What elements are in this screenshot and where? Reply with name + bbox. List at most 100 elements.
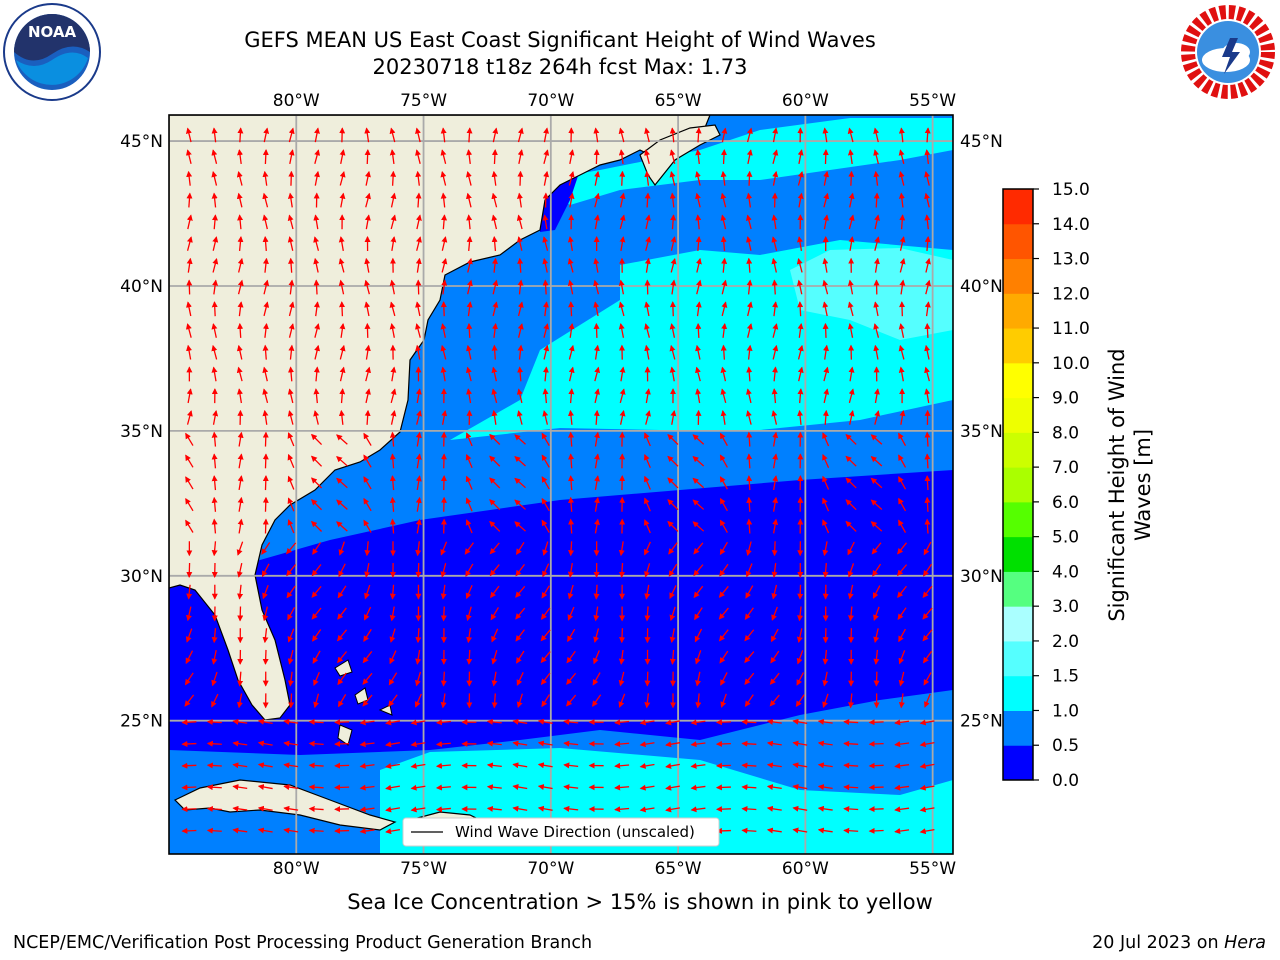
wave-arrow-150 (181, 719, 197, 726)
wave-arrow-485 (310, 477, 323, 489)
wave-arrow-687 (873, 344, 880, 360)
wave-arrow-29 (919, 828, 935, 835)
wave-arrow-479 (924, 496, 931, 512)
wave-arrow-867 (874, 214, 880, 230)
wave-arrow-238 (898, 671, 905, 687)
wave-arrow-422 (237, 518, 244, 534)
wave-arrow-938 (389, 149, 396, 165)
wave-arrow-854 (542, 214, 549, 230)
wave-arrow-891 (720, 192, 727, 208)
wave-arrow-973 (517, 127, 524, 143)
wave-arrow-180 (184, 694, 195, 707)
wave-arrow-593 (771, 410, 778, 425)
wave-arrow-220 (440, 671, 447, 687)
wave-arrow-500 (692, 477, 705, 489)
wave-arrow-27 (868, 827, 884, 834)
wave-arrow-366 (338, 563, 346, 578)
wave-arrow-342 (490, 585, 500, 599)
wave-arrow-471 (719, 497, 728, 512)
wave-arrow-693 (262, 322, 269, 338)
wave-arrow-700 (440, 323, 447, 338)
wave-arrow-391 (211, 541, 218, 557)
wave-arrow-470 (692, 499, 705, 510)
wave-arrow-611 (466, 388, 473, 404)
wave-arrow-123 (257, 740, 273, 747)
wave-arrow-762 (492, 279, 499, 295)
wave-arrow-977 (618, 127, 625, 143)
wave-arrow-820 (441, 236, 448, 251)
wave-arrow-107 (614, 762, 630, 769)
wave-arrow-173 (766, 718, 782, 725)
wave-arrow-330 (186, 584, 193, 600)
wave-arrow-397 (364, 541, 371, 557)
wave-arrow-763 (517, 279, 524, 295)
wave-arrow-748 (899, 301, 906, 317)
wave-arrow-201 (720, 693, 727, 708)
wave-arrow-641 (465, 366, 472, 382)
wave-arrow-883 (517, 192, 523, 208)
wave-arrow-169 (665, 719, 681, 726)
wave-arrow-52 (741, 805, 757, 812)
wave-arrow-632 (236, 366, 243, 382)
wave-arrow-848 (390, 214, 397, 230)
wave-arrow-141 (715, 740, 731, 747)
wave-arrow-333 (262, 584, 269, 600)
wave-arrow-375 (567, 562, 574, 578)
colorbar-tick-8: 6.0 (1052, 493, 1079, 513)
wave-arrow-404 (542, 541, 549, 556)
wave-arrow-34 (283, 805, 299, 812)
colorbar-segment-8 (1003, 467, 1033, 503)
wave-arrow-698 (389, 323, 396, 338)
wave-arrow-740 (695, 301, 702, 317)
wave-arrow-821 (466, 235, 473, 251)
wave-arrow-336 (337, 585, 347, 599)
wave-arrow-711 (721, 322, 728, 338)
wave-arrow-348 (644, 584, 651, 600)
wave-arrow-39 (410, 806, 426, 813)
wave-arrow-501 (719, 476, 728, 490)
lat-tick-right-0: 25°N (960, 712, 1003, 732)
wave-arrow-411 (719, 541, 728, 556)
wave-arrow-836 (848, 236, 855, 251)
wave-arrow-574 (287, 410, 294, 425)
wave-arrow-694 (288, 323, 295, 338)
wave-arrow-796 (593, 257, 600, 273)
wave-arrow-181 (211, 693, 219, 708)
wave-arrow-87 (868, 784, 884, 791)
wave-arrow-926 (848, 170, 855, 186)
wave-arrow-85 (817, 784, 833, 791)
wave-arrow-629 (924, 388, 931, 404)
wave-arrow-83 (766, 784, 782, 791)
wave-arrow-779 (925, 279, 931, 295)
wave-arrow-256 (593, 650, 600, 665)
wave-arrow-0 (181, 827, 197, 834)
wave-arrow-282 (491, 628, 499, 643)
wave-arrow-616 (594, 388, 601, 404)
colorbar-tick-7: 5.0 (1052, 528, 1079, 548)
wave-arrow-438 (643, 519, 651, 534)
wave-fill-1.5-2.0 (790, 248, 953, 340)
wave-arrow-948 (644, 149, 650, 164)
wave-arrow-881 (465, 192, 472, 208)
lat-tick-left-1: 30°N (120, 567, 163, 587)
wave-arrow-43 (512, 805, 528, 812)
wave-arrow-895 (823, 192, 830, 208)
wave-arrow-228 (644, 671, 651, 687)
wave-arrow-475 (822, 497, 830, 512)
wave-arrow-292 (744, 629, 755, 642)
wave-arrow-545 (310, 433, 323, 446)
wave-arrow-675 (568, 344, 575, 360)
wave-arrow-670 (440, 344, 447, 360)
wave-arrow-715 (822, 322, 829, 338)
wave-arrow-159 (410, 719, 426, 726)
wave-arrow-61 (206, 784, 222, 791)
wave-arrow-653 (772, 366, 779, 382)
wave-arrow-600 (186, 388, 193, 404)
wave-arrow-90 (181, 762, 197, 769)
wave-arrow-26 (843, 827, 859, 834)
wave-arrow-491 (465, 475, 473, 490)
footer-credit: NCEP/EMC/Verification Post Processing Pr… (13, 933, 593, 953)
wave-arrow-289 (669, 628, 676, 644)
wave-arrow-582 (491, 409, 498, 425)
wave-arrow-476 (845, 499, 857, 511)
